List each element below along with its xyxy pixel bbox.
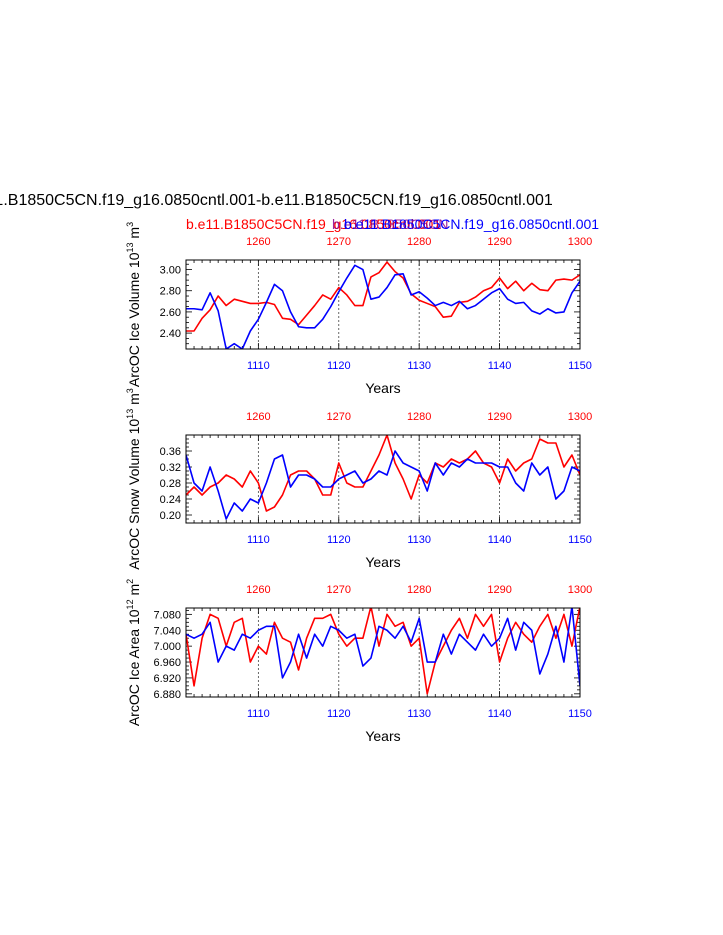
y-tick-label: 0.20 [160,510,181,522]
panel-ice-volume: 2.40 2.60 2.80 3.00 1110 1120 1130 1140 1150 1260… [125,222,592,396]
series-line-red [186,261,580,332]
x-tick-label: 1150 [568,708,592,720]
y-tick-label: 7.040 [153,625,181,637]
y-tick-label: 6.880 [153,689,181,701]
x-axis-title: Years [365,380,400,396]
x-tick-label: 1110 [247,360,270,372]
series-line-blue [186,450,580,520]
x-tick-label: 1140 [488,360,512,372]
y-tick-label: 6.920 [153,673,181,685]
x2-tick-label: 1270 [327,584,351,596]
x2-tick-label: 1260 [246,236,270,248]
plot-frame [185,259,581,350]
y-tick-label: 3.00 [160,265,181,277]
x-tick-label: 1140 [488,708,512,720]
x2-tick-label: 1300 [568,236,592,248]
x2-tick-label: 1270 [327,411,351,423]
y-tick-label: 6.960 [153,657,181,669]
panel-ice-area: 6.880 6.920 6.960 7.000 7.040 7.080 1110 1120 11… [125,579,592,744]
x2-tick-label: 1290 [487,584,511,596]
plot-frame [185,607,581,698]
x2-tick-label: 1260 [246,411,270,423]
x-tick-label: 1130 [407,708,431,720]
x2-tick-label: 1270 [327,236,351,248]
x-tick-label: 1110 [247,534,270,546]
x-tick-label: 1110 [247,708,270,720]
plot-frame [185,434,581,524]
x-tick-label: 1140 [488,534,512,546]
y-tick-label: 2.60 [160,307,181,319]
x-tick-label: 1120 [327,360,351,372]
y-tick-label: 0.36 [160,446,181,458]
x2-tick-label: 1280 [407,584,431,596]
case-title-blue: b.e11.B1850C5CN.f19_g16.0850cntl.001 [344,216,599,232]
panel-snow-volume: 0.20 0.24 0.28 0.32 0.36 1110 1120 1130 1140 1150… [125,388,592,570]
series-line-blue [186,264,580,349]
x-tick-label: 1150 [568,360,592,372]
y-axis-title: ArcOC Snow Volume 1013 m3 [125,388,142,570]
series-line-red [186,435,580,512]
x2-tick-label: 1300 [568,411,592,423]
x-tick-label: 1120 [327,708,351,720]
y-tick-label: 0.32 [160,462,181,474]
case-title-red: b.e11.B1850C5CN.f19_g16.0850cntl.001 [186,216,441,232]
x-tick-label: 1130 [407,534,431,546]
series-line-blue [186,608,580,686]
y-tick-label: 7.080 [153,609,181,621]
y-tick-label: 7.000 [153,641,181,653]
y-tick-label: 0.24 [160,494,181,506]
x-tick-label: 1130 [407,360,431,372]
y-axis-title: ArcOC Ice Area 1012 m2 [125,579,142,726]
x-axis-title: Years [365,728,400,744]
x2-tick-label: 1280 [407,411,431,423]
y-tick-label: 0.28 [160,478,181,490]
series-line-red [186,608,580,695]
x2-tick-label: 1260 [246,584,270,596]
x-tick-label: 1150 [568,534,592,546]
y-axis-title: ArcOC Ice Volume 1013 m3 [125,222,142,387]
case-title-overlap: b.e11.B1850C5CN [332,216,448,232]
x2-tick-label: 1280 [407,236,431,248]
x-axis-title: Years [365,554,400,570]
figure-header: Mean b.e11.B1850C5CN.f19_g16.0850cntl.00… [0,192,599,232]
x2-tick-label: 1290 [487,236,511,248]
main-title: Mean b.e11.B1850C5CN.f19_g16.0850cntl.00… [0,192,553,209]
y-tick-label: 2.40 [160,328,181,340]
x2-tick-label: 1290 [487,411,511,423]
x2-tick-label: 1300 [568,584,592,596]
y-tick-label: 2.80 [160,286,181,298]
x-tick-label: 1120 [327,534,351,546]
